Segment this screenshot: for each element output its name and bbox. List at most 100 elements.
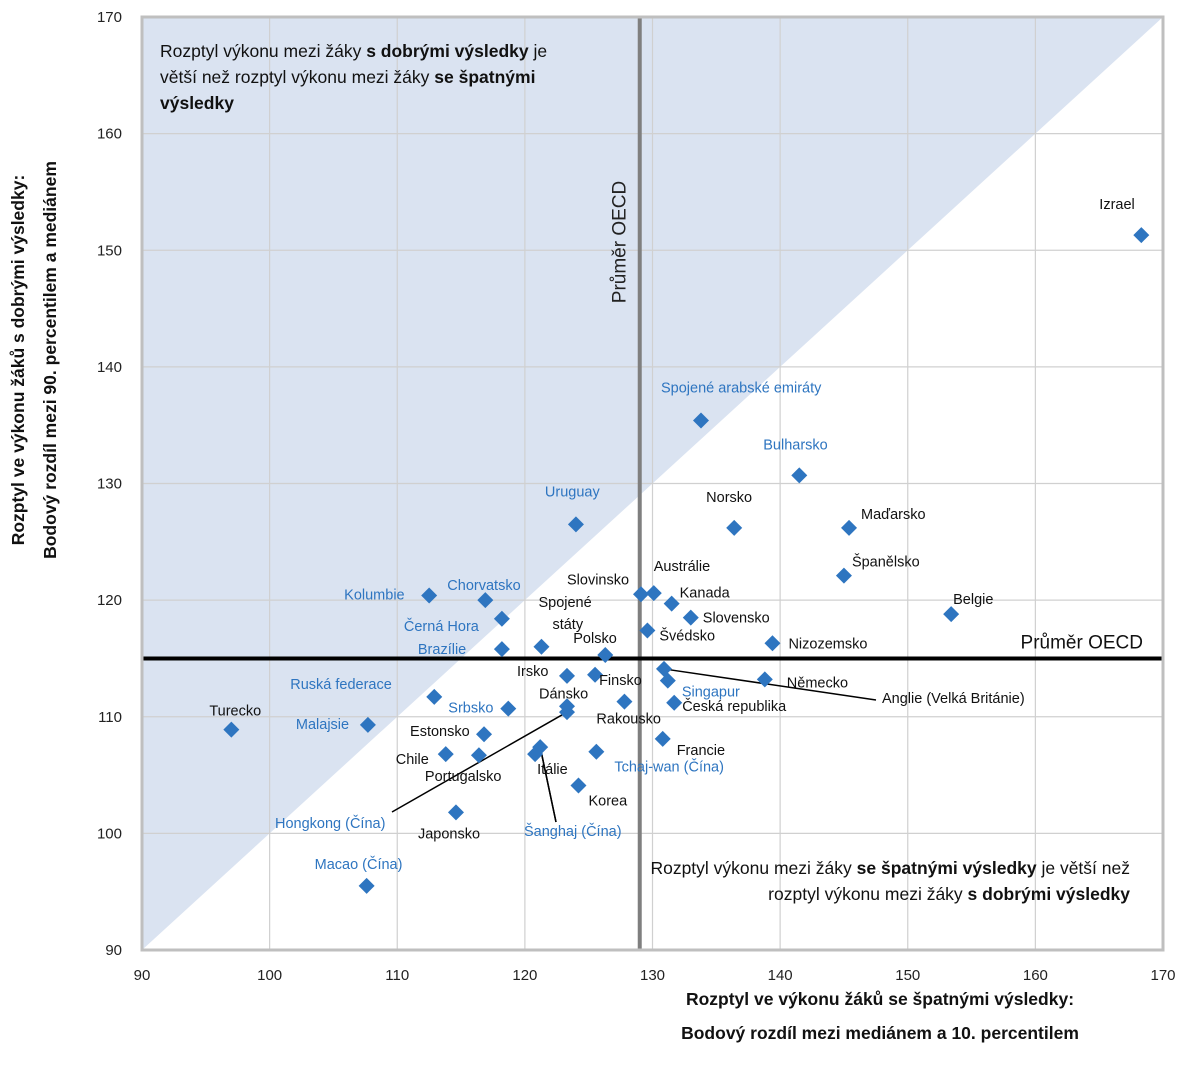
data-point xyxy=(426,688,443,705)
annotation-lower-right: Rozptyl výkonu mezi žáky se špatnými výs… xyxy=(640,855,1130,907)
data-point xyxy=(654,730,671,747)
x-tick-label: 130 xyxy=(640,967,665,984)
point-label: státy xyxy=(552,617,583,633)
point-label: Anglie (Velká Británie) xyxy=(882,691,1025,707)
point-label: Šanghaj (Čína) xyxy=(524,823,622,840)
y-tick-label: 90 xyxy=(105,942,122,959)
x-axis-title: Rozptyl ve výkonu žáků se špatnými výsle… xyxy=(686,989,1074,1009)
point-label: Kanada xyxy=(680,586,731,602)
point-label: Portugalsko xyxy=(425,769,502,785)
x-axis-title: Bodový rozdíl mezi mediánem a 10. percen… xyxy=(681,1023,1079,1043)
annotation-text-run: se špatnými výsledky xyxy=(856,858,1037,878)
plot-frame xyxy=(140,15,1165,952)
data-point xyxy=(943,606,960,623)
point-label: Ruská federace xyxy=(290,677,392,693)
point-labels: Izrael Spojené arabské emiráty Bulharsko No… xyxy=(209,197,1134,873)
point-label: Austrálie xyxy=(654,559,710,575)
point-label: Německo xyxy=(787,675,848,691)
data-point xyxy=(558,667,575,684)
data-point xyxy=(223,721,240,738)
x-tick-label: 170 xyxy=(1150,967,1175,984)
y-tick-label: 130 xyxy=(97,476,122,493)
point-label: Španělsko xyxy=(852,554,920,571)
x-tick-label: 110 xyxy=(385,967,409,984)
point-label: Norsko xyxy=(706,490,752,506)
point-label: Bulharsko xyxy=(763,437,827,453)
oecd-mean-horizontal-label: Průměr OECD xyxy=(1021,632,1143,653)
point-label: Estonsko xyxy=(410,724,470,740)
point-label: Tchaj-wan (Čína) xyxy=(614,759,724,776)
oecd-mean-lines: Průměr OECD Průměr OECD xyxy=(142,17,1163,950)
oecd-mean-vertical-label: Průměr OECD xyxy=(610,181,631,303)
data-point xyxy=(359,716,376,733)
point-label: Brazílie xyxy=(418,642,466,658)
leader-line xyxy=(539,746,557,823)
data-point xyxy=(493,610,510,627)
data-point xyxy=(1133,227,1150,244)
axis-titles: Rozptyl ve výkonu žáků se špatnými výsle… xyxy=(8,161,1079,1043)
data-point xyxy=(558,704,575,721)
y-tick-label: 160 xyxy=(97,126,122,143)
annotation-text-run: s dobrými výsledky xyxy=(967,884,1130,904)
data-point xyxy=(659,672,676,689)
point-label: Singapur xyxy=(682,685,740,701)
data-point xyxy=(437,746,454,763)
data-point xyxy=(841,519,858,536)
data-point xyxy=(692,412,709,429)
data-point xyxy=(764,635,781,652)
data-point xyxy=(476,726,493,743)
point-label: Finsko xyxy=(599,673,642,689)
point-label: Belgie xyxy=(953,592,993,608)
y-tick-label: 140 xyxy=(97,359,122,376)
x-tick-label: 160 xyxy=(1023,967,1048,984)
axis-ticks: 90 100 110 120 130 140 150 160 170 90 100 110 120 130… xyxy=(97,9,1176,984)
point-label: Slovensko xyxy=(703,611,770,627)
point-label: Dánsko xyxy=(539,686,588,702)
data-point xyxy=(666,694,683,711)
y-tick-label: 120 xyxy=(97,592,122,609)
annotation-text-run: je větší než rozptyl výkonu mezi žáky xyxy=(160,41,548,87)
data-point xyxy=(616,693,633,710)
point-label: Hongkong (Čína) xyxy=(275,815,385,832)
data-point xyxy=(500,700,517,717)
point-label: Srbsko xyxy=(448,701,493,717)
point-label: Spojené arabské emiráty xyxy=(661,381,822,397)
point-label: Malajsie xyxy=(296,717,349,733)
data-point xyxy=(493,641,510,658)
data-point xyxy=(633,586,650,603)
x-tick-label: 150 xyxy=(895,967,920,984)
point-label: Izrael xyxy=(1099,197,1134,213)
data-point xyxy=(470,747,487,764)
data-points xyxy=(223,227,1150,894)
data-point xyxy=(421,587,438,604)
annotation-text-run: se špatnými výsledky xyxy=(160,67,536,113)
point-label: Korea xyxy=(588,794,628,810)
data-point xyxy=(587,666,604,683)
point-label: Chorvatsko xyxy=(447,578,520,594)
data-point xyxy=(533,638,550,655)
point-label: Spojené xyxy=(538,595,591,611)
y-tick-label: 170 xyxy=(97,9,122,26)
point-label: Kolumbie xyxy=(344,587,404,603)
data-point xyxy=(570,777,587,794)
annotation-text-run: s dobrými výsledky xyxy=(366,41,529,61)
data-point xyxy=(663,595,680,612)
point-label: Slovinsko xyxy=(567,572,629,588)
data-point xyxy=(447,804,464,821)
data-point xyxy=(835,567,852,584)
data-point xyxy=(639,622,656,639)
point-label: Chile xyxy=(396,752,429,768)
data-point xyxy=(791,467,808,484)
data-point xyxy=(477,592,494,609)
data-point xyxy=(645,585,662,602)
data-point xyxy=(756,671,773,688)
annotation-text-run: Rozptyl výkonu mezi žáky xyxy=(160,41,367,61)
point-label: Rakousko xyxy=(596,712,660,728)
y-tick-label: 150 xyxy=(97,242,122,259)
x-tick-label: 120 xyxy=(512,967,537,984)
data-point xyxy=(588,743,605,760)
x-tick-label: 90 xyxy=(134,967,151,984)
data-point xyxy=(358,877,375,894)
point-label: Uruguay xyxy=(545,484,601,500)
